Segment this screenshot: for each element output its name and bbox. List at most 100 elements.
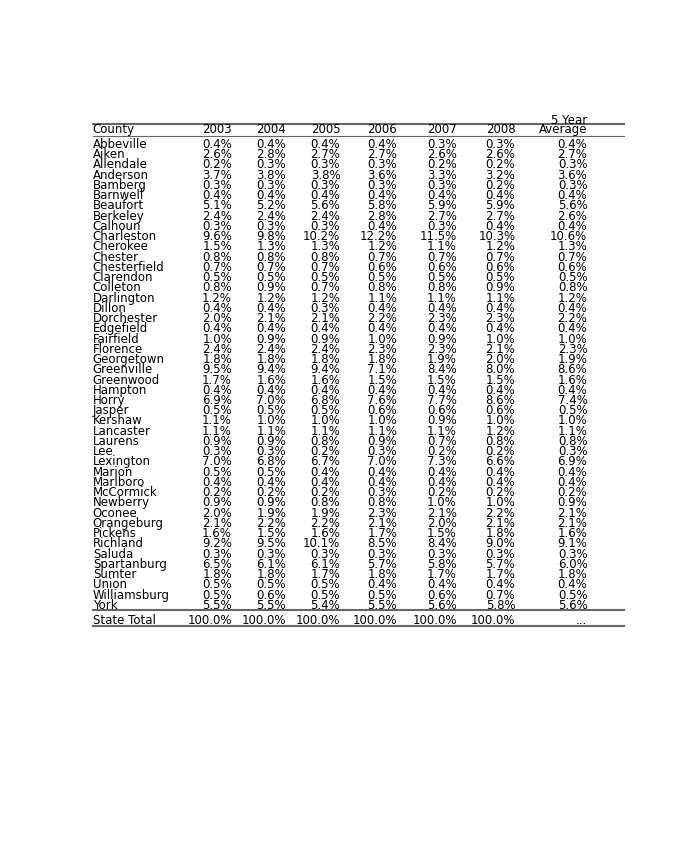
Text: 100.0%: 100.0% — [242, 613, 286, 626]
Text: 0.2%: 0.2% — [427, 159, 457, 172]
Text: 1.0%: 1.0% — [310, 414, 340, 427]
Text: 5.5%: 5.5% — [203, 599, 232, 612]
Text: 0.2%: 0.2% — [486, 179, 515, 192]
Text: 0.3%: 0.3% — [558, 547, 587, 560]
Text: 2.6%: 2.6% — [427, 148, 457, 161]
Text: 0.8%: 0.8% — [558, 435, 587, 448]
Text: 5.6%: 5.6% — [310, 199, 340, 213]
Text: 0.4%: 0.4% — [427, 384, 457, 396]
Text: 5.6%: 5.6% — [558, 599, 587, 612]
Text: 0.4%: 0.4% — [368, 323, 397, 335]
Text: 5.5%: 5.5% — [368, 599, 397, 612]
Text: Colleton: Colleton — [93, 281, 141, 294]
Text: Lancaster: Lancaster — [93, 425, 151, 438]
Text: 0.4%: 0.4% — [558, 302, 587, 315]
Text: 2.7%: 2.7% — [310, 148, 340, 161]
Text: 2.1%: 2.1% — [486, 517, 515, 530]
Text: 0.4%: 0.4% — [368, 220, 397, 233]
Text: 0.6%: 0.6% — [257, 589, 286, 601]
Text: 0.7%: 0.7% — [558, 251, 587, 263]
Text: 2.0%: 2.0% — [202, 312, 232, 325]
Text: 0.8%: 0.8% — [368, 497, 397, 510]
Text: 7.0%: 7.0% — [202, 456, 232, 468]
Text: 0.5%: 0.5% — [558, 271, 587, 284]
Text: 0.3%: 0.3% — [257, 220, 286, 233]
Text: Kershaw: Kershaw — [93, 414, 143, 427]
Text: 7.6%: 7.6% — [368, 394, 397, 407]
Text: 0.6%: 0.6% — [368, 261, 397, 274]
Text: 9.5%: 9.5% — [257, 537, 286, 550]
Text: 2.2%: 2.2% — [486, 506, 515, 520]
Text: 100.0%: 100.0% — [471, 613, 515, 626]
Text: 0.5%: 0.5% — [486, 271, 515, 284]
Text: 0.7%: 0.7% — [202, 261, 232, 274]
Text: 0.3%: 0.3% — [368, 486, 397, 499]
Text: 0.3%: 0.3% — [368, 179, 397, 192]
Text: York: York — [93, 599, 117, 612]
Text: 5.6%: 5.6% — [558, 199, 587, 213]
Text: 0.5%: 0.5% — [368, 271, 397, 284]
Text: 0.4%: 0.4% — [427, 302, 457, 315]
Text: 2006: 2006 — [368, 123, 397, 136]
Text: 0.5%: 0.5% — [558, 404, 587, 417]
Text: 0.5%: 0.5% — [368, 589, 397, 601]
Text: 3.3%: 3.3% — [427, 169, 457, 182]
Text: 1.7%: 1.7% — [427, 568, 457, 581]
Text: 8.6%: 8.6% — [558, 363, 587, 377]
Text: 9.0%: 9.0% — [486, 537, 515, 550]
Text: 10.3%: 10.3% — [478, 230, 515, 243]
Text: 0.9%: 0.9% — [558, 497, 587, 510]
Text: 6.7%: 6.7% — [310, 456, 340, 468]
Text: 2.3%: 2.3% — [368, 506, 397, 520]
Text: 0.6%: 0.6% — [486, 261, 515, 274]
Text: 2.7%: 2.7% — [368, 148, 397, 161]
Text: 0.3%: 0.3% — [203, 220, 232, 233]
Text: 0.9%: 0.9% — [427, 414, 457, 427]
Text: 0.4%: 0.4% — [202, 384, 232, 396]
Text: 0.2%: 0.2% — [310, 445, 340, 458]
Text: 8.0%: 8.0% — [486, 363, 515, 377]
Text: 0.4%: 0.4% — [558, 189, 587, 202]
Text: 6.6%: 6.6% — [486, 456, 515, 468]
Text: 9.1%: 9.1% — [558, 537, 587, 550]
Text: Richland: Richland — [93, 537, 144, 550]
Text: 2.6%: 2.6% — [558, 209, 587, 223]
Text: 0.4%: 0.4% — [310, 138, 340, 151]
Text: 5.8%: 5.8% — [486, 599, 515, 612]
Text: 0.3%: 0.3% — [427, 220, 457, 233]
Text: 0.4%: 0.4% — [486, 466, 515, 479]
Text: 0.4%: 0.4% — [558, 466, 587, 479]
Text: 2.4%: 2.4% — [310, 209, 340, 223]
Text: 100.0%: 100.0% — [187, 613, 232, 626]
Text: 1.0%: 1.0% — [368, 414, 397, 427]
Text: 5 Year: 5 Year — [551, 114, 587, 127]
Text: 0.4%: 0.4% — [427, 578, 457, 591]
Text: 1.3%: 1.3% — [257, 240, 286, 253]
Text: 100.0%: 100.0% — [296, 613, 340, 626]
Text: 0.4%: 0.4% — [257, 189, 286, 202]
Text: 0.4%: 0.4% — [558, 220, 587, 233]
Text: Aiken: Aiken — [93, 148, 125, 161]
Text: 0.5%: 0.5% — [427, 271, 457, 284]
Text: 6.8%: 6.8% — [257, 456, 286, 468]
Text: 0.4%: 0.4% — [368, 578, 397, 591]
Text: 3.2%: 3.2% — [486, 169, 515, 182]
Text: 0.5%: 0.5% — [203, 589, 232, 601]
Text: 9.4%: 9.4% — [310, 363, 340, 377]
Text: 0.9%: 0.9% — [257, 497, 286, 510]
Text: 11.5%: 11.5% — [419, 230, 457, 243]
Text: 0.5%: 0.5% — [311, 404, 340, 417]
Text: 0.3%: 0.3% — [311, 302, 340, 315]
Text: 5.9%: 5.9% — [427, 199, 457, 213]
Text: 1.6%: 1.6% — [202, 527, 232, 540]
Text: 2.3%: 2.3% — [486, 312, 515, 325]
Text: 100.0%: 100.0% — [353, 613, 397, 626]
Text: 0.5%: 0.5% — [257, 578, 286, 591]
Text: 1.2%: 1.2% — [310, 292, 340, 305]
Text: Lee: Lee — [93, 445, 113, 458]
Text: 8.5%: 8.5% — [368, 537, 397, 550]
Text: 0.9%: 0.9% — [257, 435, 286, 448]
Text: 2.1%: 2.1% — [310, 312, 340, 325]
Text: 10.6%: 10.6% — [550, 230, 587, 243]
Text: 0.4%: 0.4% — [558, 323, 587, 335]
